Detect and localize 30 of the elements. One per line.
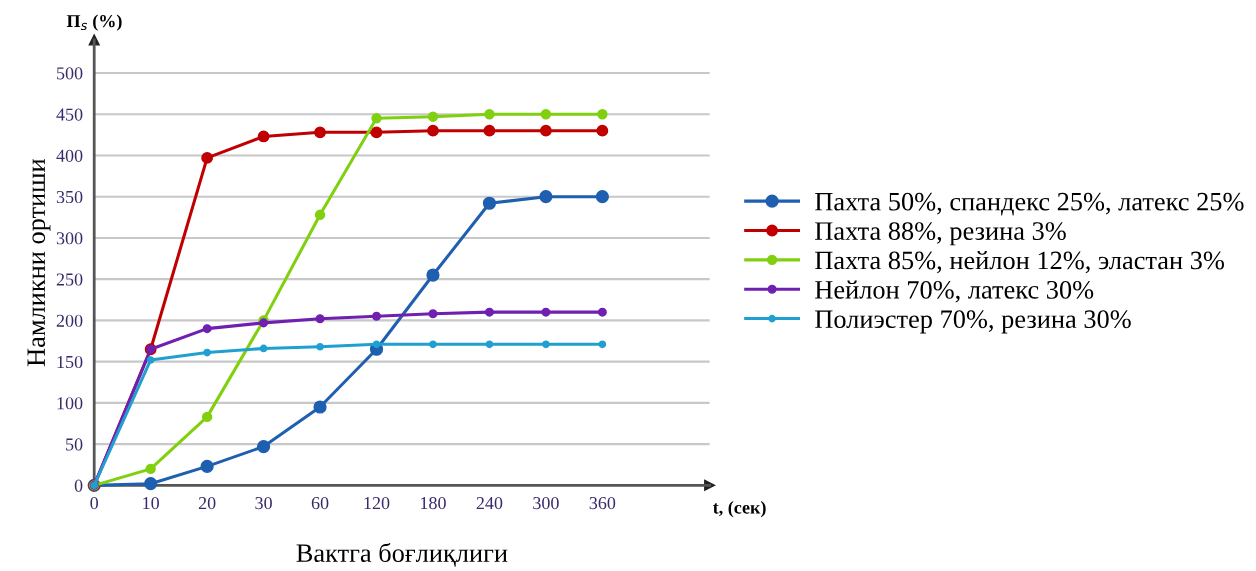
x-tick-label: 180: [421, 496, 446, 510]
text: t, (сек): [713, 500, 766, 518]
y-tick-label: 250: [56, 273, 83, 286]
x-tick-label: 0: [90, 496, 99, 510]
y-tick-label: 300: [56, 232, 83, 245]
x-tick-label: 300: [533, 496, 559, 510]
x-tick-label: 30: [255, 496, 272, 510]
y-tick-label: 350: [56, 190, 83, 204]
x-tick-label: 240: [476, 496, 503, 510]
x-axis-title: Вактга боғлиқлиги: [296, 542, 508, 567]
y-tick-label: 450: [56, 108, 83, 121]
legend-label: Пахта 88%, резина 3%: [815, 222, 1066, 246]
x-tick-label: 20: [198, 496, 216, 510]
y-tick-label: 200: [56, 314, 83, 327]
legend-label: Пахта 50%, спандекс 25%, латекс 25%: [815, 192, 1244, 216]
x-tick-label: 10: [143, 496, 159, 510]
x-tick-label: 360: [589, 496, 616, 510]
legend-label: Нейлон 70%, латекс 30%: [815, 280, 1094, 303]
y-tick-label: 500: [57, 67, 83, 80]
y-tick-label: 100: [57, 397, 83, 410]
legend-label: Пахта 85%, нейлон 12%, эластан 3%: [815, 251, 1224, 274]
legend-label: Полиэстер 70%, резина 30%: [815, 310, 1131, 334]
y-tick-label: 50: [66, 438, 83, 451]
y-tick-label: 400: [56, 149, 83, 162]
y-tick-label: 150: [57, 355, 83, 369]
x-tick-label: 120: [364, 496, 390, 510]
y-tick-label: 0: [74, 479, 83, 492]
y-axis-title: Намликни ортиши: [27, 159, 51, 367]
text: П$_{s}$ (%): [66, 14, 122, 31]
x-tick-label: 60: [311, 496, 329, 510]
